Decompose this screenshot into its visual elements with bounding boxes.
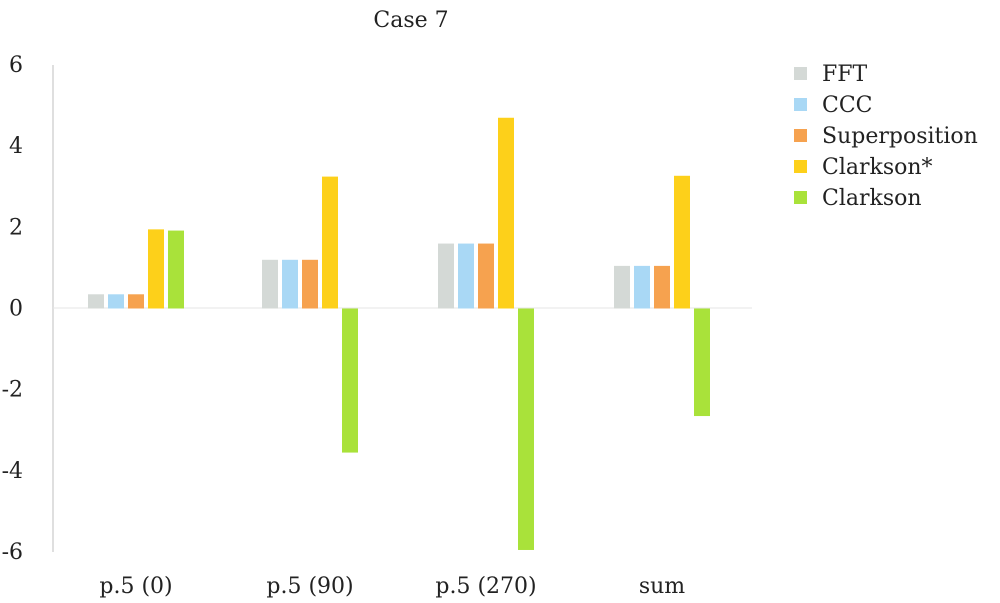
y-tick-label: 2: [9, 215, 23, 240]
bar-clarkson-2: [518, 308, 534, 550]
legend-label: Clarkson*: [822, 155, 933, 180]
y-tick-label: 6: [9, 53, 23, 78]
legend-label: Clarkson: [822, 186, 922, 211]
bar-clarkson--0: [148, 229, 164, 309]
x-category-label: p.5 (90): [266, 574, 353, 599]
y-tick-label: -4: [2, 459, 23, 484]
x-category-label: p.5 (270): [435, 574, 536, 599]
bar-superposition-1: [302, 259, 318, 309]
bar-fft-3: [614, 265, 630, 309]
bars: [88, 117, 710, 550]
legend-label: CCC: [822, 93, 873, 118]
y-tick-label: 4: [9, 134, 23, 159]
legend-swatch: [794, 129, 807, 142]
y-tick-labels: 6 4 2 0 -2 -4 -6: [2, 53, 23, 565]
legend-swatch: [794, 98, 807, 111]
bar-superposition-0: [128, 294, 144, 309]
legend: FFT CCC Superposition Clarkson* Clarkson: [794, 62, 978, 211]
y-tick-label: -6: [2, 540, 23, 565]
bar-clarkson-3: [694, 308, 710, 417]
bar-superposition-3: [654, 265, 670, 309]
bar-clarkson-1: [342, 308, 358, 453]
bar-fft-0: [88, 294, 104, 309]
bar-clarkson-0: [168, 230, 184, 309]
x-category-labels: p.5 (0) p.5 (90) p.5 (270) sum: [99, 574, 685, 599]
legend-swatch: [794, 191, 807, 204]
x-category-label: p.5 (0): [99, 574, 172, 599]
bar-fft-1: [262, 259, 278, 309]
legend-swatch: [794, 160, 807, 173]
bar-ccc-0: [108, 294, 124, 309]
legend-label: Superposition: [822, 124, 978, 149]
bar-superposition-2: [478, 243, 494, 309]
bar-clarkson--1: [322, 176, 338, 309]
bar-ccc-2: [458, 243, 474, 309]
x-category-label: sum: [639, 574, 685, 599]
bar-ccc-1: [282, 259, 298, 309]
bar-ccc-3: [634, 265, 650, 309]
y-tick-label: 0: [9, 297, 23, 322]
y-tick-label: -2: [2, 378, 23, 403]
bar-fft-2: [438, 243, 454, 309]
chart-title: Case 7: [373, 8, 448, 33]
bar-clarkson--2: [498, 117, 514, 309]
legend-label: FFT: [822, 62, 868, 87]
legend-swatch: [794, 67, 807, 80]
bar-clarkson--3: [674, 175, 690, 309]
